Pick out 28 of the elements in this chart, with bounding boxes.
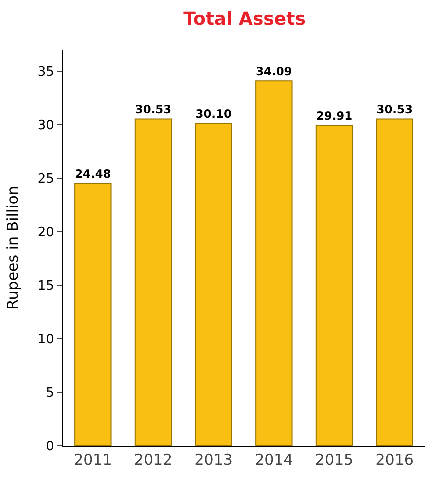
y-tick-label: 30 (38, 118, 54, 134)
x-tick-label: 2012 (134, 451, 173, 469)
bar (195, 123, 232, 446)
bar (74, 184, 112, 446)
x-tick-label: 2011 (74, 451, 112, 469)
bar (256, 80, 293, 446)
y-axis-title: Rupees in Billion (4, 186, 22, 310)
data-label: 30.53 (376, 102, 413, 116)
x-tick-label: 2016 (376, 451, 414, 469)
y-tick-label: 5 (46, 386, 54, 402)
x-tick-label: 2015 (315, 451, 354, 469)
data-label: 24.48 (75, 167, 112, 182)
y-tick-label: 10 (38, 332, 54, 348)
y-tick-label: 35 (38, 64, 54, 80)
y-tick-label: 15 (38, 279, 54, 294)
x-tick-label: 2014 (255, 451, 294, 469)
y-tick-label: 25 (38, 172, 54, 187)
bar (376, 118, 414, 446)
bar (316, 125, 354, 446)
data-label: 34.09 (256, 64, 292, 78)
bar (134, 118, 172, 446)
data-label: 30.53 (135, 102, 172, 116)
data-label: 30.10 (196, 106, 232, 121)
y-tick-label: 20 (38, 226, 54, 240)
chart-title: Total Assets (184, 9, 306, 30)
data-label: 29.91 (316, 109, 353, 124)
y-tick-label: 0 (46, 440, 54, 455)
x-tick-label: 2013 (194, 451, 233, 469)
